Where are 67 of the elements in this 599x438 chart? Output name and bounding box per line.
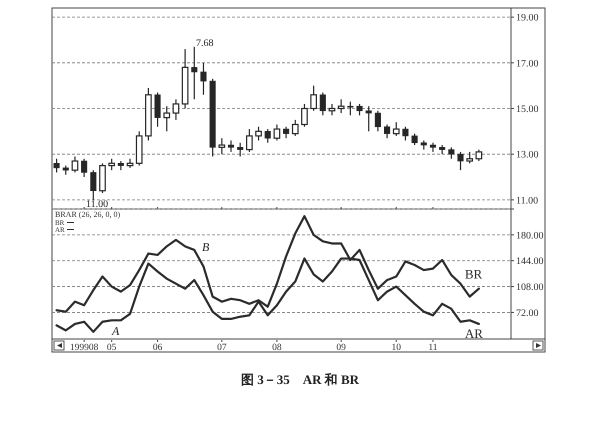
candlestick: [328, 103, 336, 116]
candlestick: [62, 165, 69, 176]
candlestick: [218, 138, 226, 155]
candlestick: [108, 158, 116, 171]
candlestick: [420, 140, 427, 150]
candlestick: [90, 170, 96, 200]
candlestick: [200, 62, 207, 96]
text: BR: [464, 266, 482, 282]
text: AR: [464, 326, 483, 341]
candlestick: [292, 119, 299, 137]
candlestick: [246, 128, 253, 152]
candlestick: [310, 85, 317, 112]
x-tick-label: 11: [428, 343, 438, 353]
annotation: 7.68: [196, 38, 214, 49]
candlestick: [154, 92, 161, 128]
candlestick: [126, 158, 134, 168]
candlestick: [374, 110, 381, 132]
x-tick-label: 06: [152, 343, 163, 353]
candlestick: [402, 126, 408, 142]
candlestick: [172, 98, 180, 121]
candlestick: [366, 106, 372, 132]
candlestick: [81, 158, 88, 178]
candlestick: [430, 142, 436, 152]
caption: 图 3－35 AR 和 BR: [240, 372, 360, 387]
candlestick: [163, 106, 170, 132]
candlestick: [255, 126, 262, 142]
chart-title: BRAR (26, 26, 0, 0): [55, 210, 120, 219]
candlestick: [228, 140, 234, 152]
candlestick: [392, 122, 400, 137]
candlestick: [347, 101, 354, 116]
y-tick-label: 144.00: [516, 256, 544, 268]
y-tick-label: 17.00: [516, 58, 538, 70]
annotation: 11.00: [86, 199, 108, 210]
x-tick-label: 08: [272, 343, 282, 353]
candlestick: [356, 103, 363, 116]
y-tick-label: 72.00: [516, 308, 538, 319]
x-tick-label: 199908: [70, 343, 99, 353]
candlestick: [274, 124, 280, 142]
y-tick-label: 13.00: [516, 150, 538, 161]
y-tick-label: 19.00: [516, 12, 538, 24]
x-tick-label: 09: [336, 343, 346, 353]
candlestick: [191, 46, 198, 100]
candlestick: [72, 156, 78, 174]
y-tick-label: 108.00: [516, 282, 544, 294]
y-tick-label: 15.00: [516, 104, 538, 115]
candlestick: [237, 142, 244, 158]
candlestick: [118, 160, 124, 171]
y-tick-label: 11.00: [516, 195, 538, 206]
candlestick: [448, 146, 454, 160]
candlestick: [54, 158, 60, 174]
candlestick: [384, 124, 390, 139]
candlestick: [457, 151, 464, 171]
candlestick: [283, 126, 290, 139]
x-tick-label: 07: [217, 343, 227, 353]
candlestick: [301, 103, 308, 128]
annotation: A: [111, 324, 120, 338]
candlestick: [439, 144, 446, 155]
candlestick: [466, 151, 474, 164]
candlestick: [412, 133, 418, 146]
candlestick: [320, 92, 326, 116]
x-tick-label: 10: [392, 343, 402, 353]
candlestick: [338, 98, 345, 114]
candlestick: [476, 149, 482, 162]
annotation: B: [202, 240, 210, 254]
candlestick: [264, 128, 271, 144]
y-tick-label: 180.00: [516, 230, 544, 242]
x-tick-label: 05: [106, 343, 117, 353]
